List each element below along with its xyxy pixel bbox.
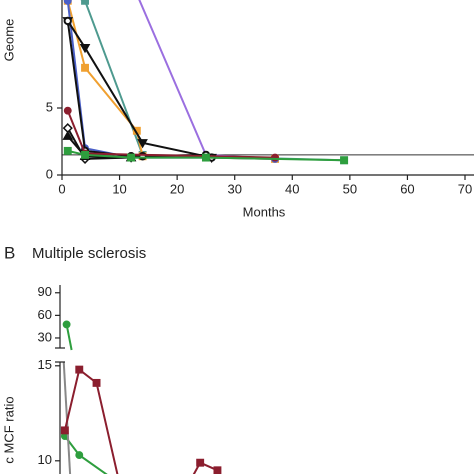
x-tick-label: 60: [400, 181, 414, 196]
marker: [63, 146, 72, 155]
marker: [81, 0, 89, 5]
marker: [63, 0, 72, 5]
marker: [137, 139, 148, 149]
marker: [201, 153, 210, 162]
series-line: [66, 0, 276, 160]
panel-label: B: [4, 243, 15, 262]
x-tick-label: 70: [458, 181, 472, 196]
x-tick-label: 10: [112, 181, 126, 196]
series-line: [66, 20, 212, 159]
x-axis-label: Months: [243, 204, 286, 219]
marker: [60, 426, 69, 435]
y2-tick-label: 60: [38, 307, 52, 322]
marker: [127, 153, 136, 162]
x-tick-label: 20: [170, 181, 184, 196]
y-tick-label: 15: [38, 357, 52, 372]
y-tick-label: 0: [46, 166, 53, 181]
y-axis-label: Geome: [1, 19, 16, 62]
series-line: [63, 367, 119, 474]
series-line: [64, 435, 108, 474]
x-tick-label: 30: [227, 181, 241, 196]
series-line: [138, 0, 276, 160]
marker: [63, 16, 72, 26]
break-connector: [65, 324, 73, 351]
x-tick-label: 40: [285, 181, 299, 196]
y2-tick-label: 30: [38, 329, 52, 344]
plot-a: [62, 0, 474, 165]
y-tick-label: 10: [38, 452, 52, 467]
marker: [63, 106, 72, 115]
x-tick-label: 50: [343, 181, 357, 196]
marker: [75, 365, 84, 374]
series-line: [66, 0, 276, 160]
marker: [340, 156, 349, 165]
marker: [213, 466, 222, 474]
marker: [62, 130, 74, 140]
y-tick-label: 5: [46, 99, 53, 114]
y2-tick-label: 90: [38, 284, 52, 299]
marker: [92, 378, 101, 387]
marker: [196, 458, 205, 467]
series-line: [80, 0, 345, 162]
chart-title: Multiple sclerosis: [32, 245, 146, 262]
x-tick-label: 0: [58, 181, 65, 196]
plot-b: [60, 361, 222, 474]
marker: [79, 43, 91, 54]
marker: [81, 63, 89, 72]
y-axis-label: c MCF ratio: [1, 396, 16, 463]
marker: [75, 451, 84, 460]
marker: [81, 150, 89, 159]
